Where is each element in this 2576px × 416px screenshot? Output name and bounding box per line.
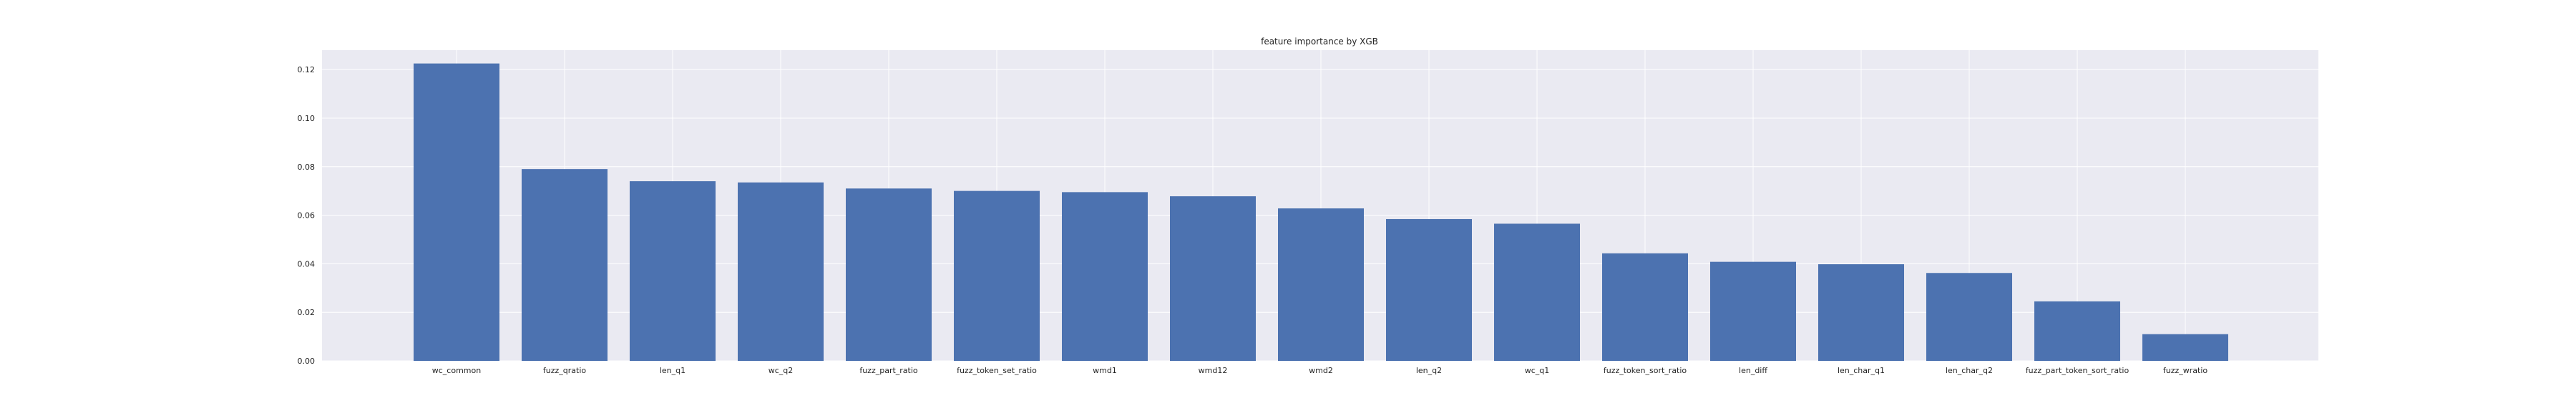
bar-len-char-q2	[1926, 273, 2012, 361]
y-tick-label: 0.10	[298, 114, 316, 123]
x-tick-label: wc_q2	[769, 366, 794, 375]
bar-fuzz-token-sort-ratio	[1602, 253, 1688, 361]
x-axis-ticks: wc_common fuzz_qratio len_q1 wc_q2 fuzz_part…	[432, 366, 2208, 375]
bar-len-q1	[630, 181, 716, 361]
y-tick-label: 0.04	[298, 259, 316, 269]
x-tick-label: len_char_q1	[1838, 366, 1885, 375]
bar-wmd2	[1278, 208, 1364, 361]
x-tick-label: fuzz_part_ratio	[859, 366, 918, 375]
bar-wmd1	[1062, 192, 1148, 361]
x-tick-label: fuzz_part_token_sort_ratio	[2026, 366, 2129, 375]
x-tick-label: wc_common	[432, 366, 481, 375]
bar-fuzz-part-ratio	[846, 188, 932, 361]
x-tick-label: wmd2	[1309, 366, 1333, 375]
bar-len-q2	[1386, 218, 1472, 361]
bar-fuzz-wratio	[2142, 334, 2228, 361]
x-tick-label: fuzz_wratio	[2163, 366, 2208, 375]
x-tick-label: wmd12	[1199, 366, 1228, 375]
bar-layer	[414, 63, 2228, 361]
x-tick-label: len_q2	[1416, 366, 1442, 375]
chart-title: feature importance by XGB	[1261, 37, 1378, 47]
bar-wc-q1	[1494, 223, 1580, 361]
x-tick-label: fuzz_token_sort_ratio	[1604, 366, 1687, 375]
y-tick-label: 0.06	[298, 211, 316, 221]
bar-fuzz-token-set-ratio	[954, 190, 1040, 361]
x-tick-label: len_char_q2	[1946, 366, 1993, 375]
y-tick-label: 0.12	[298, 65, 316, 74]
y-tick-label: 0.02	[298, 308, 316, 317]
bar-fuzz-qratio	[522, 169, 608, 361]
x-tick-label: len_diff	[1739, 366, 1767, 375]
x-tick-label: wmd1	[1093, 366, 1117, 375]
x-tick-label: fuzz_token_set_ratio	[957, 366, 1037, 375]
x-tick-label: fuzz_qratio	[543, 366, 587, 375]
y-tick-label: 0.00	[298, 357, 316, 366]
x-tick-label: len_q1	[660, 366, 686, 375]
bar-wc-q2	[738, 182, 824, 361]
bar-len-diff	[1710, 261, 1796, 361]
bar-fuzz-part-token-sort-ratio	[2034, 301, 2120, 361]
bar-wmd12	[1170, 196, 1256, 361]
x-tick-label: wc_q1	[1525, 366, 1550, 375]
bar-len-char-q1	[1818, 264, 1904, 361]
y-axis-ticks: 0.00 0.02 0.04 0.06 0.08 0.10 0.12	[298, 65, 316, 366]
y-tick-label: 0.08	[298, 163, 316, 172]
bar-wc-common	[414, 63, 499, 361]
